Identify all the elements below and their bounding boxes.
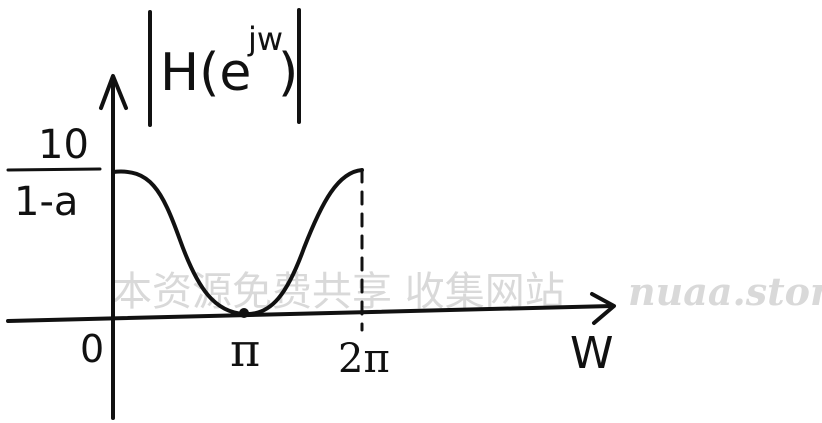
y-axis-arrowhead	[99, 74, 128, 110]
title-exponent: jw	[247, 20, 283, 58]
x-axis-arrowhead	[590, 292, 616, 325]
y-label-fraction-bar	[6, 167, 102, 172]
x-axis-label: W	[570, 328, 614, 379]
y-label-numerator: 10	[38, 122, 89, 168]
x-axis	[6, 304, 614, 323]
y-label-denominator: 1-a	[14, 179, 78, 225]
title-close-paren: )	[278, 43, 298, 103]
title-base: H(e	[160, 43, 251, 103]
watermark-english: nuaa.store	[628, 269, 822, 314]
minimum-point-marker	[239, 308, 249, 318]
tick-label-pi: π	[230, 323, 260, 377]
tick-label-origin: 0	[80, 327, 104, 371]
tick-label-two-pi: 2π	[338, 336, 390, 382]
